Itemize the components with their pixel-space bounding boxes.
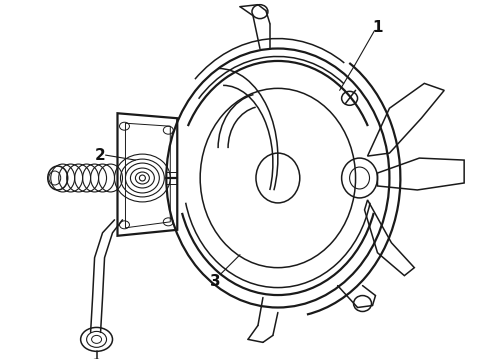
- Text: 3: 3: [210, 274, 220, 289]
- Text: 2: 2: [95, 148, 106, 163]
- Text: 1: 1: [372, 20, 383, 35]
